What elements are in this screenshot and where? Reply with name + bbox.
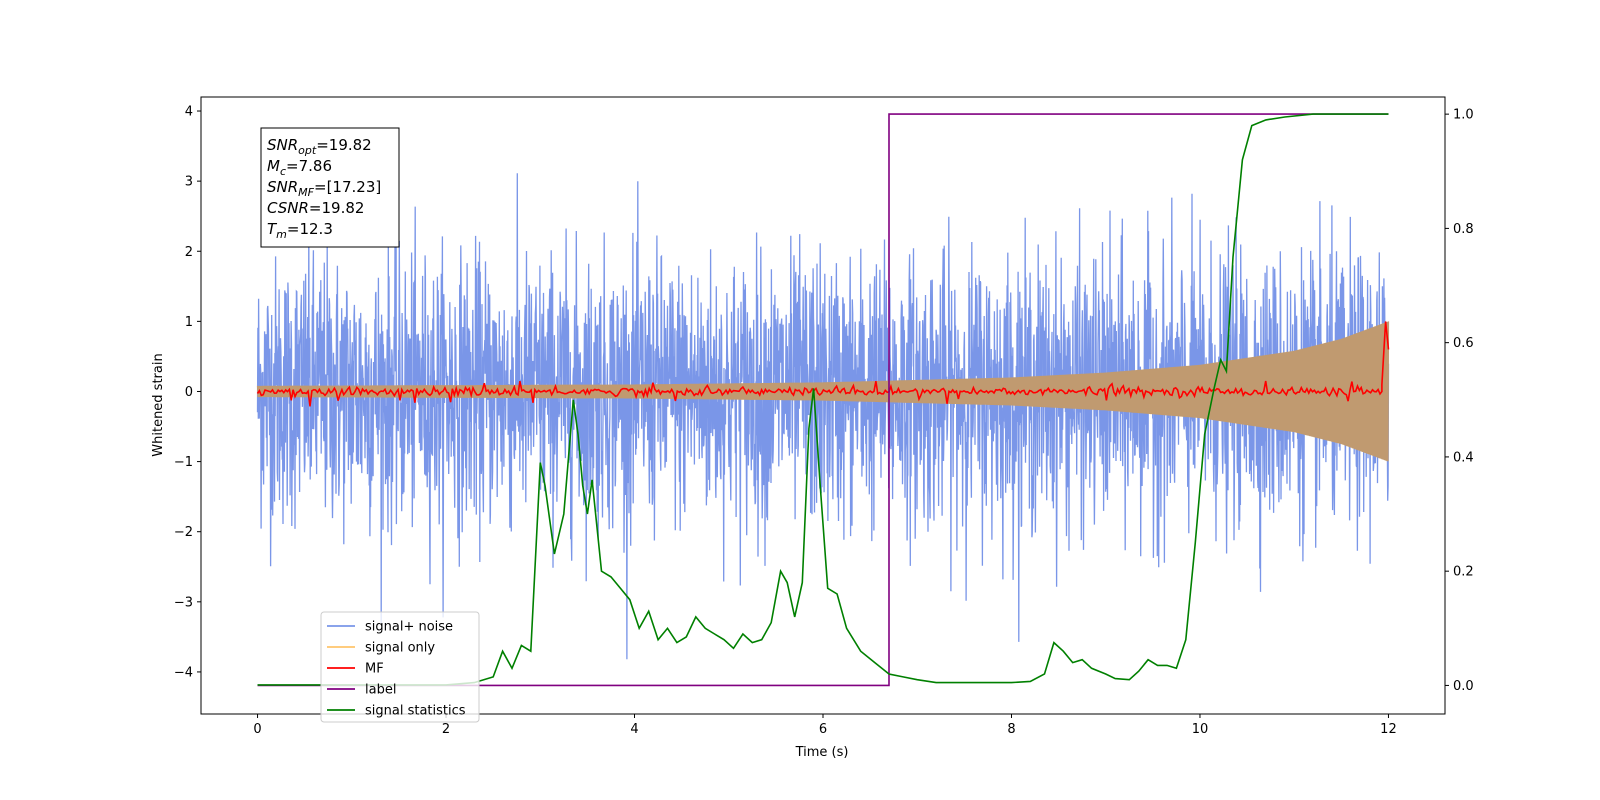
series-layer [256,113,1390,687]
x-tick-label: 4 [630,722,638,737]
series-label [257,113,1389,687]
y-tick-label: −3 [174,595,193,610]
x-tick-label: 12 [1380,722,1397,737]
y2-tick-label: 0.4 [1453,450,1474,465]
y-axis-label: Whitened strain [151,353,166,456]
y-tick-label: 4 [185,105,193,120]
y-tick-label: −4 [174,665,193,680]
annotation-line: SNRopt=19.82 [267,136,372,157]
x-tick-label: 6 [819,722,827,737]
x-axis-label: Time (s) [795,745,849,760]
y-tick-label: 0 [185,385,193,400]
series-mf [256,321,1390,407]
legend-label: signal+ noise [365,620,453,635]
legend-label: label [365,683,396,698]
legend-label: MF [365,662,384,677]
annotation-frame [260,127,400,248]
annotation-line: Tm=12.3 [267,220,333,241]
annotation-line: Mc=7.86 [267,157,332,178]
annotation-line: CSNR=19.82 [267,199,364,217]
y2-tick-label: 1.0 [1453,108,1474,123]
y-tick-label: −1 [174,455,193,470]
annotation-line: SNRMF=[17.23] [267,178,381,199]
y2-tick-label: 0.8 [1453,222,1474,237]
x-tick-label: 0 [253,722,261,737]
series-signal-only [256,321,1390,462]
legend: signal+ noise signal only MF label signal st… [320,611,480,723]
y-tick-label: 3 [185,175,193,190]
x-tick-label: 8 [1007,722,1015,737]
y2-tick-label: 0.2 [1453,565,1474,580]
series-signal-statistics [257,113,1389,686]
series-signal-plus-noise [256,173,1390,660]
y2-axis-ticks: 0.0 0.2 0.4 0.6 0.8 1.0 [1445,108,1474,694]
y-axis-ticks: −4 −3 −2 −1 0 1 2 3 4 [174,105,201,680]
legend-label: signal statistics [365,704,466,719]
y2-tick-label: 0.6 [1453,336,1474,351]
y-tick-label: 2 [185,245,193,260]
x-tick-label: 10 [1192,722,1209,737]
y-tick-label: −2 [174,525,193,540]
y-tick-label: 1 [185,315,193,330]
legend-frame [320,611,480,723]
x-tick-label: 2 [442,722,450,737]
annotation-box: SNRopt=19.82Mc=7.86SNRMF=[17.23]CSNR=19.… [260,127,400,248]
y2-tick-label: 0.0 [1453,679,1474,694]
legend-label: signal only [365,641,435,656]
